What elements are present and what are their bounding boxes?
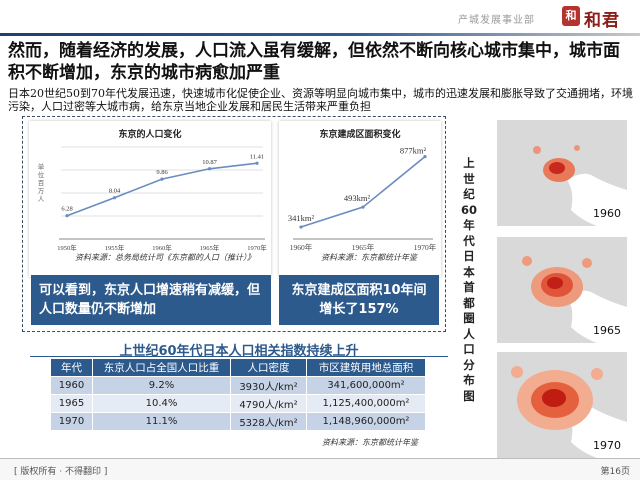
slide-headline: 然而，随着经济的发展，人口流入虽有缓解，但依然不断向核心城市集中，城市面积不断增… bbox=[8, 41, 620, 83]
data-point bbox=[361, 205, 365, 209]
population-chart-title: 东京的人口变化 bbox=[118, 130, 182, 140]
area-chart-card: 东京建成区面积变化 1960年 1965年 1970年 341km² 493km² 877… bbox=[279, 121, 441, 277]
y-axis-label-char: 位 bbox=[38, 170, 45, 179]
table-cell: 5328人/km² bbox=[230, 412, 307, 431]
y-axis-label-char: 人 bbox=[38, 195, 45, 203]
population-callout: 可以看到，东京人口增速稍有减缓，但人口数量仍不断增加 bbox=[31, 275, 271, 325]
x-tick-label: 1965年 bbox=[352, 242, 375, 252]
population-chart-source: 资料来源：总务局统计司《东京都的人口（推计）》 bbox=[75, 253, 255, 262]
data-point bbox=[255, 161, 259, 165]
x-tick-label: 1970年 bbox=[414, 242, 437, 252]
area-chart: 1960年 1965年 1970年 341km² 493km² 877km² bbox=[288, 146, 437, 252]
data-label: 9.86 bbox=[156, 169, 168, 176]
table-header-cell: 年代 bbox=[50, 358, 93, 377]
table-cell: 4790人/km² bbox=[230, 394, 307, 413]
table-cell: 1,125,400,000m² bbox=[306, 394, 426, 413]
area-chart-source: 资料来源：东京都统计年鉴 bbox=[321, 253, 417, 262]
data-point bbox=[112, 196, 117, 200]
data-point bbox=[160, 177, 164, 181]
x-tick-label: 1970年 bbox=[247, 243, 267, 252]
data-label: 10.87 bbox=[202, 159, 217, 166]
y-axis-label-char: 单 bbox=[38, 162, 45, 171]
maps-caption: 上世纪60年代日本首都圈人口分布图 bbox=[461, 156, 478, 403]
slide-subtext: 日本20世纪50到70年代发展迅速，快速城市化促使企业、资源等明显向城市集中，城… bbox=[8, 87, 633, 113]
map-1965-graphic bbox=[497, 237, 627, 343]
population-chart-card: 东京的人口变化 1950年 1955年 1960年 1965年 1970年 6.28 8.0… bbox=[29, 121, 271, 277]
table-row: 1960 9.2% 3930人/km² 341,600,000m² bbox=[50, 376, 426, 395]
table-header-cell: 市区建筑用地总面积 bbox=[306, 358, 426, 377]
x-tick-label: 1950年 bbox=[57, 243, 77, 252]
map-1960-graphic bbox=[497, 120, 627, 226]
table-header-cell: 东京人口占全国人口比重 bbox=[92, 358, 231, 377]
data-label: 877km² bbox=[400, 146, 427, 156]
map-year-label: 1970 bbox=[593, 439, 621, 452]
logo-seal-icon: 和 bbox=[562, 6, 580, 26]
data-point bbox=[299, 225, 303, 229]
data-label: 341km² bbox=[288, 213, 315, 223]
map-1970-graphic bbox=[497, 352, 627, 458]
table-title: 上世纪60年代日本人口相关指数持续上升 bbox=[119, 344, 359, 359]
department-label: 产城发展事业部 bbox=[458, 15, 535, 26]
header-divider bbox=[0, 33, 640, 36]
data-point bbox=[423, 154, 427, 159]
area-chart-title: 东京建成区面积变化 bbox=[319, 130, 401, 140]
population-stats-table: 年代 东京人口占全国人口比重 人口密度 市区建筑用地总面积 1960 9.2% … bbox=[50, 358, 426, 431]
area-callout: 东京建成区面积10年间增长了157% bbox=[279, 275, 439, 325]
data-point bbox=[65, 214, 69, 218]
table-row: 1965 10.4% 4790人/km² 1,125,400,000m² bbox=[50, 394, 426, 413]
data-label: 6.28 bbox=[61, 206, 72, 213]
charts-panel: 东京的人口变化 1950年 1955年 1960年 1965年 1970年 6.28 8.0… bbox=[22, 116, 446, 332]
x-tick-label: 1965年 bbox=[200, 243, 220, 252]
table-cell: 1960 bbox=[50, 376, 93, 395]
population-chart: 1950年 1955年 1960年 1965年 1970年 6.28 8.04 9.86 10.… bbox=[38, 146, 267, 252]
data-point bbox=[207, 167, 212, 171]
x-tick-label: 1960年 bbox=[152, 243, 172, 252]
population-map-1960: 1960 bbox=[497, 120, 627, 226]
y-axis-label-char: 百 bbox=[38, 179, 45, 187]
table-header-row: 年代 东京人口占全国人口比重 人口密度 市区建筑用地总面积 bbox=[50, 358, 426, 377]
data-label: 493km² bbox=[344, 193, 371, 203]
series-line bbox=[300, 155, 426, 228]
population-map-1970: 1970 bbox=[497, 352, 627, 458]
copyright-notice: [ 版权所有 · 不得翻印 ] bbox=[14, 467, 108, 477]
data-label: 8.04 bbox=[109, 188, 121, 195]
top-bar: 产城发展事业部 和 和君 bbox=[0, 0, 640, 36]
x-tick-label: 1960年 bbox=[290, 242, 313, 252]
table-source: 资料来源：东京都统计年鉴 bbox=[322, 438, 418, 447]
y-axis-label-char: 万 bbox=[38, 187, 45, 195]
table-cell: 9.2% bbox=[92, 376, 231, 395]
table-cell: 341,600,000m² bbox=[306, 376, 426, 395]
table-cell: 11.1% bbox=[92, 412, 231, 431]
table-cell: 10.4% bbox=[92, 394, 231, 413]
company-logo: 和君 bbox=[584, 11, 620, 31]
map-year-label: 1965 bbox=[593, 324, 621, 337]
table-cell: 1965 bbox=[50, 394, 93, 413]
table-row: 1970 11.1% 5328人/km² 1,148,960,000m² bbox=[50, 412, 426, 431]
footer-bar: [ 版权所有 · 不得翻印 ] 第16页 bbox=[0, 458, 640, 480]
table-title-rule bbox=[30, 356, 448, 357]
page-number: 第16页 bbox=[600, 467, 630, 477]
population-map-1965: 1965 bbox=[497, 237, 627, 343]
data-label: 11.41 bbox=[250, 153, 264, 160]
x-tick-label: 1955年 bbox=[105, 243, 125, 252]
table-cell: 3930人/km² bbox=[230, 376, 307, 395]
map-year-label: 1960 bbox=[593, 207, 621, 220]
table-cell: 1970 bbox=[50, 412, 93, 431]
table-cell: 1,148,960,000m² bbox=[306, 412, 426, 431]
table-header-cell: 人口密度 bbox=[230, 358, 307, 377]
